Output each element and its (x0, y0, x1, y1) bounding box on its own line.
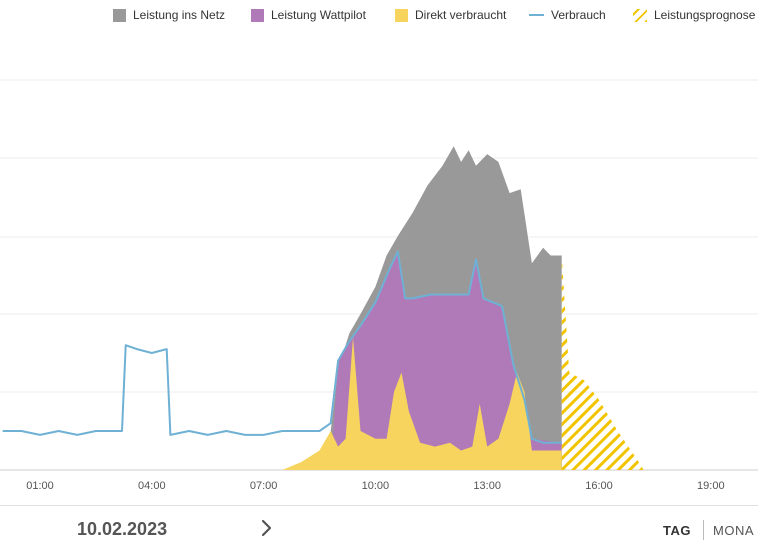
legend-label: Leistungsprognose (654, 8, 756, 22)
legend-swatch-gray (113, 8, 126, 22)
legend-swatch-line (529, 14, 544, 16)
series-area-leistungsprognose (561, 255, 644, 470)
series-area-leistung-wattpilot (330, 251, 562, 470)
legend-item-grid[interactable]: Leistung ins Netz (113, 8, 225, 22)
chart-legend: Leistung ins Netz Leistung Wattpilot Dir… (0, 8, 758, 26)
x-tick-label: 16:00 (585, 480, 613, 492)
series-line-verbrauch (2, 250, 562, 444)
x-tick-label: 07:00 (250, 480, 278, 492)
legend-item-forecast[interactable]: Leistungsprognose (633, 8, 755, 22)
next-day-button[interactable] (254, 516, 278, 540)
legend-swatch-hatch (633, 8, 647, 22)
legend-swatch-yellow (395, 8, 408, 22)
legend-item-consumption[interactable]: Verbrauch (529, 8, 606, 22)
x-tick-label: 10:00 (362, 480, 390, 492)
chevron-right-icon (261, 519, 272, 537)
x-axis: 01:00 04:00 07:00 10:00 13:00 16:00 19:00 (26, 480, 724, 492)
chart-areas (2, 146, 644, 471)
legend-label: Verbrauch (551, 8, 606, 22)
tab-divider (703, 520, 704, 540)
legend-label: Leistung ins Netz (133, 8, 226, 22)
legend-item-direct[interactable]: Direkt verbraucht (395, 8, 506, 22)
x-tick-label: 13:00 (473, 480, 501, 492)
x-tick-label: 01:00 (26, 480, 54, 492)
selected-date: 10.02.2023 (77, 519, 168, 539)
x-tick-label: 04:00 (138, 480, 166, 492)
legend-item-wattpilot[interactable]: Leistung Wattpilot (251, 8, 366, 22)
tab-day[interactable]: TAG (663, 523, 691, 538)
date-navigation-bar: 10.02.2023 TAG MONA (0, 505, 758, 544)
legend-label: Leistung Wattpilot (271, 8, 366, 22)
x-tick-label: 19:00 (697, 480, 725, 492)
tab-month[interactable]: MONA (713, 523, 754, 538)
legend-label: Direkt verbraucht (415, 8, 507, 22)
series-area-direkt-verbraucht (282, 337, 562, 470)
energy-chart: 01:00 04:00 07:00 10:00 13:00 16:00 19:00 (0, 79, 758, 492)
legend-swatch-purple (251, 8, 264, 22)
